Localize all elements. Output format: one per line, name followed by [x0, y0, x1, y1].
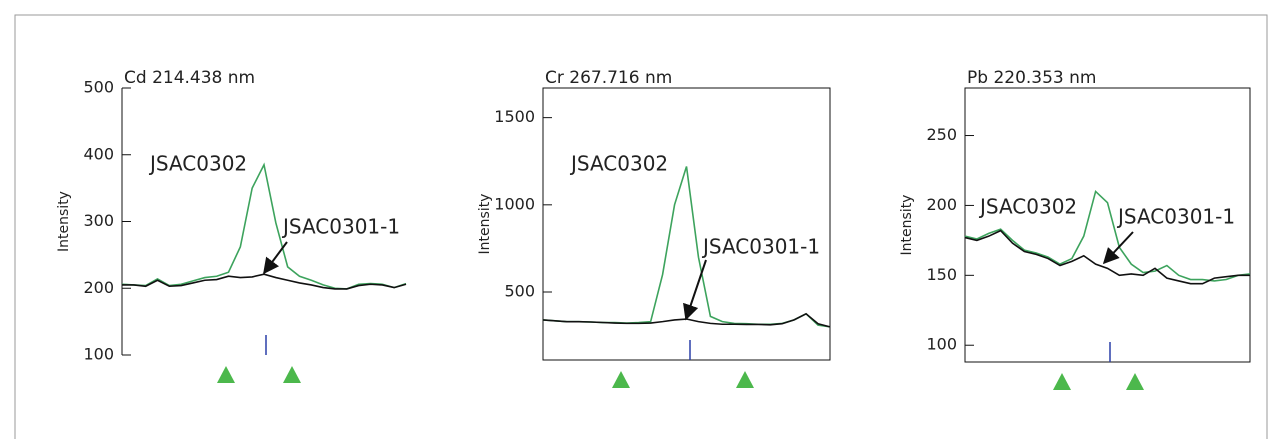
series-line — [964, 229, 1250, 285]
plot-frame — [964, 87, 1251, 363]
series-line — [122, 273, 407, 290]
series-label: JSAC0301-1 — [701, 235, 820, 259]
chart-title: Cd 214.438 nm — [124, 68, 255, 88]
y-axis-label: Intensity — [477, 194, 493, 255]
y-axis-label: Intensity — [899, 195, 915, 256]
y-tick-label: 100 — [83, 345, 114, 364]
series-label: JSAC0301-1 — [1116, 205, 1235, 229]
chart-title: Cr 267.716 nm — [545, 68, 672, 88]
plot-frame — [542, 87, 831, 361]
chart-title: Pb 220.353 nm — [967, 68, 1096, 88]
y-tick-label: 1500 — [494, 107, 535, 126]
series-label: JSAC0302 — [148, 152, 247, 176]
y-tick-label: 250 — [926, 125, 957, 144]
annotation-arrow — [1102, 231, 1134, 265]
annotation-arrow — [683, 259, 707, 321]
window-marker — [217, 366, 235, 383]
y-tick-label: 200 — [83, 278, 114, 297]
series-label: JSAC0302 — [569, 152, 668, 176]
y-tick-label: 200 — [926, 195, 957, 214]
series-label: JSAC0301-1 — [281, 215, 400, 239]
window-marker — [1126, 373, 1144, 390]
window-marker — [736, 371, 754, 388]
window-marker — [612, 371, 630, 388]
outer-frame — [14, 14, 1268, 439]
y-axis-label: Intensity — [56, 191, 72, 252]
y-tick-label: 300 — [83, 211, 114, 230]
y-tick-label: 1000 — [494, 194, 535, 213]
y-tick-label: 100 — [926, 335, 957, 354]
series-line — [964, 189, 1251, 282]
series-label: JSAC0302 — [978, 195, 1077, 219]
y-tick-label: 500 — [504, 282, 535, 301]
y-tick-label: 500 — [83, 78, 114, 97]
window-marker — [1053, 373, 1071, 390]
y-tick-label: 400 — [83, 144, 114, 163]
annotation-arrow — [263, 241, 288, 275]
y-tick-label: 150 — [926, 265, 957, 284]
window-marker — [283, 366, 301, 383]
